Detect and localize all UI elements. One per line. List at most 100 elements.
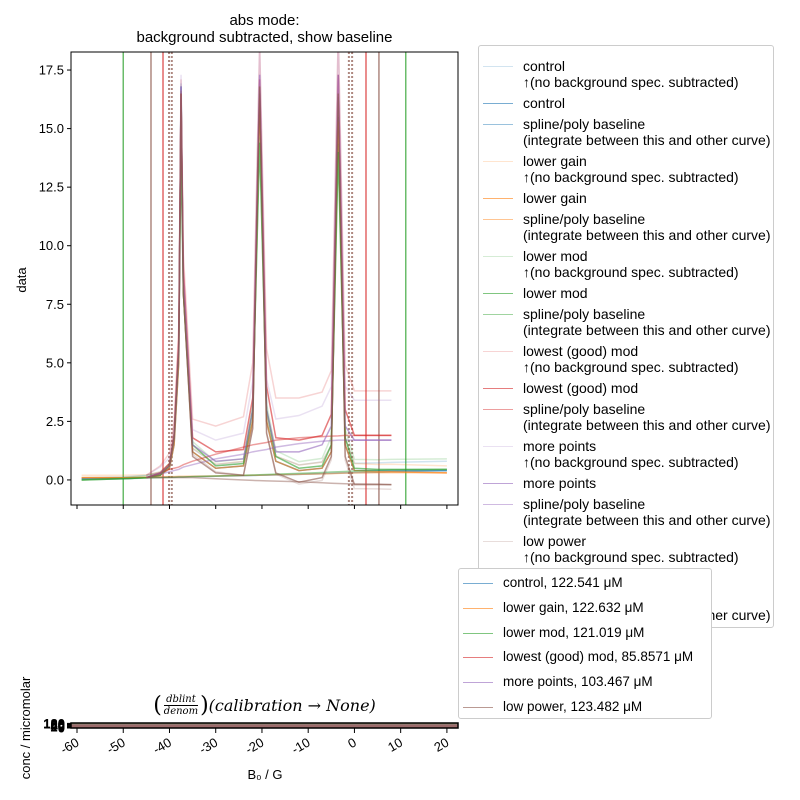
legend-label: more points, 103.467 μM bbox=[503, 674, 653, 690]
y-tick-label: 120 bbox=[43, 716, 65, 731]
legend-swatch bbox=[483, 66, 513, 67]
legend-label: spline/poly baseline (integrate between … bbox=[523, 116, 771, 148]
y-tick-label: 17.5 bbox=[39, 63, 64, 78]
x-tick-label: 0 bbox=[345, 735, 359, 752]
legend-item: more points ↑(no background spec. subtra… bbox=[479, 438, 773, 470]
legend-swatch bbox=[483, 483, 513, 484]
legend-item: spline/poly baseline (integrate between … bbox=[479, 306, 773, 338]
legend-swatch bbox=[483, 293, 513, 294]
bar bbox=[71, 723, 458, 728]
legend-label: lower gain bbox=[523, 190, 587, 206]
bar bbox=[71, 724, 458, 728]
y-tick-label: 100 bbox=[43, 717, 65, 732]
legend-swatch bbox=[463, 657, 493, 659]
legend: control, 122.541 μM lower gain, 122.632 μ… bbox=[458, 568, 712, 719]
legend-swatch bbox=[483, 314, 513, 315]
y-tick-label: 2.5 bbox=[46, 414, 64, 429]
x-tick-label: -20 bbox=[243, 735, 267, 757]
x-axis-label: B₀ / G bbox=[247, 767, 282, 782]
y-tick-label: 20 bbox=[51, 720, 65, 735]
legend-item: control ↑(no background spec. subtracted… bbox=[479, 58, 773, 90]
y-tick-label: 0.0 bbox=[46, 472, 64, 487]
legend-label: more points bbox=[523, 475, 597, 491]
y-tick-label: 80 bbox=[51, 717, 65, 732]
title-rest: (calibration → None) bbox=[208, 696, 376, 715]
legend-swatch bbox=[483, 446, 513, 447]
legend-label: control, 122.541 μM bbox=[503, 575, 623, 590]
y-tick-label: 40 bbox=[51, 719, 65, 734]
y-axis-label: conc / micromolar bbox=[18, 676, 33, 779]
bar bbox=[71, 723, 458, 728]
axes-frame bbox=[70, 51, 459, 506]
legend-item: lower gain bbox=[479, 190, 773, 206]
fraction: dblint denom bbox=[164, 694, 198, 717]
legend-swatch bbox=[483, 161, 513, 162]
legend-item: lower mod bbox=[479, 285, 773, 301]
legend-label: more points ↑(no background spec. subtra… bbox=[523, 438, 739, 470]
paren: ( bbox=[153, 693, 162, 718]
x-tick-label: -10 bbox=[289, 735, 313, 757]
legend-item: lower gain, 122.632 μM bbox=[459, 600, 711, 616]
legend-swatch bbox=[463, 607, 493, 609]
x-tick-label: 20 bbox=[431, 735, 451, 755]
chart-title: ( dblint denom ) (calibration → None) bbox=[71, 693, 458, 718]
legend-label: lowest (good) mod, 85.8571 μM bbox=[503, 649, 694, 665]
plot-area bbox=[81, 52, 447, 505]
bar bbox=[71, 723, 458, 728]
x-tick-label: -40 bbox=[150, 735, 174, 757]
legend-swatch bbox=[483, 541, 513, 542]
y-tick-label: 12.5 bbox=[39, 180, 64, 195]
legend-label: low power ↑(no background spec. subtract… bbox=[523, 533, 739, 565]
legend-label: lower gain, 122.632 μM bbox=[503, 599, 644, 615]
legend-swatch bbox=[483, 219, 513, 220]
legend-swatch bbox=[463, 632, 493, 634]
legend-label: lower mod bbox=[523, 285, 588, 301]
y-tick-label: 5.0 bbox=[46, 355, 64, 370]
denominator: denom bbox=[163, 706, 199, 717]
legend-label: lowest (good) mod bbox=[523, 380, 639, 396]
data-line bbox=[81, 469, 447, 480]
legend-swatch bbox=[483, 256, 513, 257]
legend-item: lowest (good) mod, 85.8571 μM bbox=[459, 649, 711, 665]
legend-item: low power, 123.482 μM bbox=[459, 699, 711, 715]
legend: control ↑(no background spec. subtracted… bbox=[478, 45, 774, 628]
y-tick-label: 60 bbox=[51, 718, 65, 733]
legend-swatch bbox=[483, 388, 513, 389]
legend-swatch bbox=[483, 198, 513, 199]
y-axis-label: data bbox=[14, 267, 29, 293]
legend-item: lowest (good) mod ↑(no background spec. … bbox=[479, 343, 773, 375]
legend-item: spline/poly baseline (integrate between … bbox=[479, 211, 773, 243]
plot-area bbox=[71, 723, 458, 728]
data-line bbox=[81, 468, 447, 481]
x-tick-label: -50 bbox=[104, 735, 128, 757]
legend-item: control bbox=[479, 95, 773, 111]
y-tick-label: 7.5 bbox=[46, 297, 64, 312]
legend-swatch bbox=[463, 682, 493, 684]
data-line bbox=[81, 471, 447, 479]
legend-label: control ↑(no background spec. subtracted… bbox=[523, 58, 739, 90]
legend-label: lower mod, 121.019 μM bbox=[503, 624, 645, 640]
legend-label: spline/poly baseline (integrate between … bbox=[523, 306, 771, 338]
legend-label: low power, 123.482 μM bbox=[503, 698, 643, 714]
data-line bbox=[146, 476, 392, 486]
legend-swatch bbox=[463, 583, 493, 584]
data-line bbox=[146, 86, 392, 486]
bar bbox=[71, 724, 458, 728]
paren: ) bbox=[200, 693, 209, 718]
legend-item: spline/poly baseline (integrate between … bbox=[479, 401, 773, 433]
x-tick-label: 10 bbox=[385, 735, 405, 755]
legend-label: spline/poly baseline (integrate between … bbox=[523, 496, 771, 528]
legend-item: lower mod, 121.019 μM bbox=[459, 625, 711, 641]
legend-swatch bbox=[483, 124, 513, 125]
x-tick-label: -30 bbox=[196, 735, 220, 757]
legend-item: spline/poly baseline (integrate between … bbox=[479, 496, 773, 528]
legend-item: lowest (good) mod bbox=[479, 380, 773, 396]
data-line bbox=[146, 434, 392, 479]
legend-swatch bbox=[483, 409, 513, 410]
y-tick-label: 0 bbox=[58, 721, 65, 736]
data-line bbox=[146, 439, 392, 479]
legend-item: lower gain ↑(no background spec. subtrac… bbox=[479, 153, 773, 185]
legend-item: low power ↑(no background spec. subtract… bbox=[479, 533, 773, 565]
